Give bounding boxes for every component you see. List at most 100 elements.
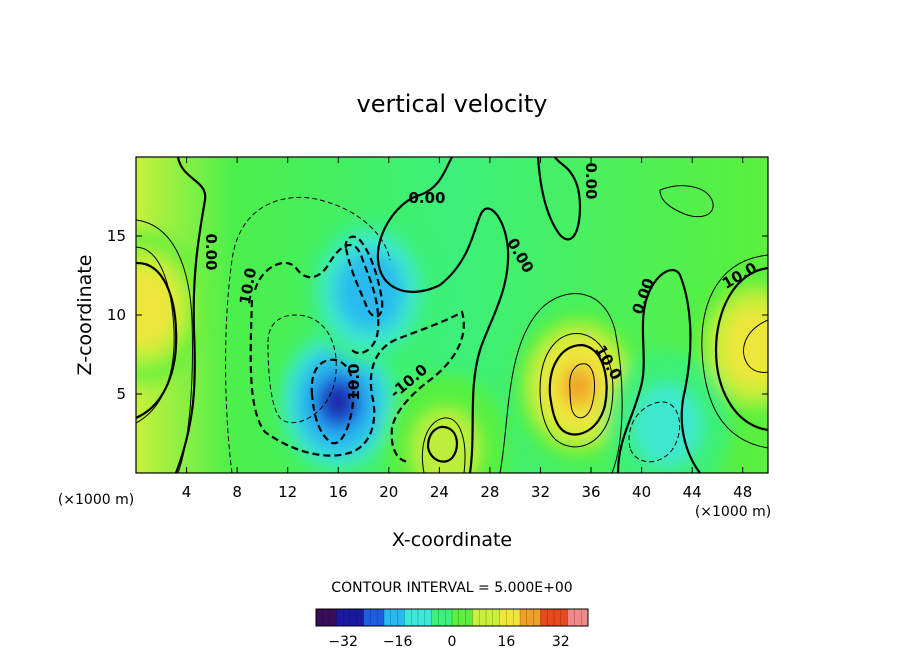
colorbar-cell [316, 609, 324, 626]
field-downdraft-level [632, 384, 702, 467]
colorbar-cell [411, 609, 419, 626]
colorbar-cell [486, 609, 494, 626]
colorbar-cell [377, 609, 385, 626]
colorbar-cell [384, 609, 392, 626]
field-updraft-level [136, 283, 163, 331]
colorbar-cell [370, 609, 378, 626]
contour-line-zero [376, 157, 510, 473]
y-axis-label: Z-coordinate [74, 255, 96, 376]
contour-line-negative [628, 401, 681, 463]
x-tick-label: 40 [632, 483, 651, 501]
colorbar-cell [322, 609, 331, 626]
colorbar-cell [424, 609, 433, 626]
colorbar-cell [492, 609, 501, 626]
contour-line-10 [714, 266, 768, 432]
colorbar-cell [574, 609, 582, 626]
colorbar-cell [404, 609, 412, 626]
contour-label: 10.0 [345, 363, 363, 400]
colorbar-tick-label: −32 [328, 634, 358, 650]
contour-line-positive [499, 293, 623, 473]
field-updraft-level [411, 408, 481, 473]
colorbar-cell [581, 609, 589, 626]
x-tick-label: 48 [733, 483, 752, 501]
colorbar-cell [567, 609, 575, 626]
colorbar-tick-label: −16 [383, 634, 413, 650]
x-tick-label: 28 [480, 483, 499, 501]
colorbar-frame [315, 608, 589, 627]
contour-line-negative [310, 358, 355, 445]
x-tick-label: 32 [531, 483, 550, 501]
x-tick-label: 20 [379, 483, 398, 501]
colorbar-cell [418, 609, 426, 626]
contour-line-15 [569, 363, 595, 419]
colorbar-cell [513, 609, 521, 626]
contour-line-10 [136, 261, 178, 420]
contour-label: 0.00 [408, 189, 445, 207]
contour-line-negative [344, 235, 384, 318]
contour-label: 0.00 [582, 162, 600, 199]
colorbar-cell [520, 609, 528, 626]
contour-interval-text: CONTOUR INTERVAL = 5.000E+00 [331, 580, 572, 596]
colorbar-cell [329, 609, 337, 626]
colorbar-cell [452, 609, 460, 626]
chart-title: vertical velocity [357, 90, 548, 118]
colorbar: −32 −16 0 16 32 [315, 608, 589, 650]
colorbar-cell [431, 609, 439, 626]
colorbar-cell [356, 609, 365, 626]
field-updraft-level [561, 366, 596, 407]
colorbar-cell [397, 609, 405, 626]
contour-line-negative [253, 244, 380, 355]
colorbar-cell [479, 609, 487, 626]
x-tick-label: 36 [581, 483, 600, 501]
contour-line-zero [174, 157, 207, 473]
contour-line-negative [225, 197, 391, 473]
x-tick-label: 8 [232, 483, 242, 501]
field-updraft-level [735, 323, 768, 370]
colorbar-tick-label: 16 [497, 634, 515, 650]
x-tick-label: 16 [329, 483, 348, 501]
x-end-unit-label: (×1000 m) [695, 504, 771, 520]
colorbar-cell [458, 609, 467, 626]
contour-line-positive [539, 333, 614, 448]
x-axis-label: X-coordinate [392, 529, 512, 551]
contour-line-positive [421, 417, 466, 473]
x-tick-label: 12 [278, 483, 297, 501]
colorbar-cell [547, 609, 555, 626]
colorbar-cell [533, 609, 541, 626]
contour-line-positive [659, 185, 714, 218]
colorbar-tick-label: 0 [448, 634, 457, 650]
colorbar-cell [438, 609, 446, 626]
colorbar-cell [540, 609, 548, 626]
contour-line-negative [267, 314, 337, 424]
colorbar-cell [336, 609, 344, 626]
colorbar-tick-label: 32 [552, 634, 570, 650]
x-origin-unit-label: (×1000 m) [58, 492, 134, 508]
colorbar-cell [472, 609, 480, 626]
contour-line-zero [536, 157, 582, 241]
contour-line-positive [136, 219, 193, 473]
x-tick-label: 44 [683, 483, 702, 501]
contour-line-positive [136, 246, 175, 424]
contour-label: 0.00 [202, 233, 220, 270]
field-downdraft-level [349, 267, 391, 315]
y-tick-label: 5 [116, 385, 126, 403]
colorbar-cell [445, 609, 453, 626]
colorbar-cell [363, 609, 371, 626]
y-tick-label: 15 [107, 227, 126, 245]
contour-line-15 [743, 319, 768, 373]
colorbar-cell [350, 609, 358, 626]
x-tick-label: 24 [430, 483, 449, 501]
colorbar-cell [526, 609, 535, 626]
x-tick-label: 4 [182, 483, 192, 501]
contour-line-10 [548, 343, 608, 436]
colorbar-cell [343, 609, 351, 626]
colorbar-cell [560, 609, 569, 626]
colorbar-cell [390, 609, 399, 626]
colorbar-cell [506, 609, 514, 626]
colorbar-cell [499, 609, 507, 626]
contour-line-negative [249, 299, 465, 464]
y-tick-label: 10 [107, 306, 126, 324]
colorbar-cell [554, 609, 562, 626]
contour-line-10 [426, 425, 458, 463]
